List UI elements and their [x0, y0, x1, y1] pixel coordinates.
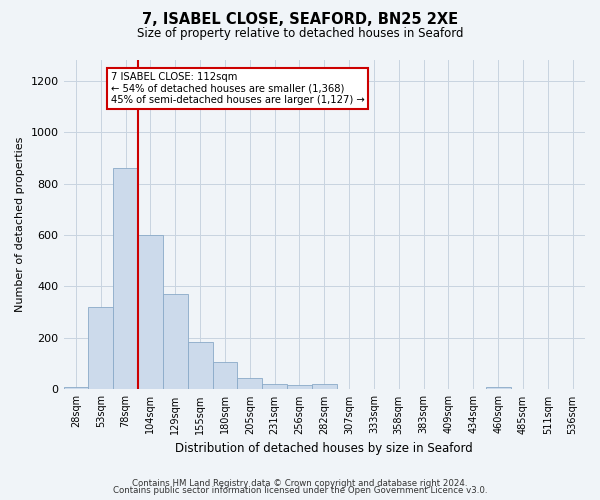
Bar — [287, 385, 312, 390]
X-axis label: Distribution of detached houses by size in Seaford: Distribution of detached houses by size … — [175, 442, 473, 455]
Bar — [262, 384, 287, 390]
Bar — [485, 388, 511, 390]
Bar — [138, 235, 163, 390]
Bar — [238, 378, 262, 390]
Bar — [163, 294, 188, 390]
Text: Contains HM Land Registry data © Crown copyright and database right 2024.: Contains HM Land Registry data © Crown c… — [132, 478, 468, 488]
Bar — [312, 384, 337, 390]
Bar — [64, 387, 88, 390]
Bar — [212, 362, 238, 390]
Bar — [113, 168, 138, 390]
Y-axis label: Number of detached properties: Number of detached properties — [15, 137, 25, 312]
Text: Size of property relative to detached houses in Seaford: Size of property relative to detached ho… — [137, 28, 463, 40]
Text: Contains public sector information licensed under the Open Government Licence v3: Contains public sector information licen… — [113, 486, 487, 495]
Text: 7 ISABEL CLOSE: 112sqm
← 54% of detached houses are smaller (1,368)
45% of semi-: 7 ISABEL CLOSE: 112sqm ← 54% of detached… — [111, 72, 364, 105]
Bar — [188, 342, 212, 390]
Text: 7, ISABEL CLOSE, SEAFORD, BN25 2XE: 7, ISABEL CLOSE, SEAFORD, BN25 2XE — [142, 12, 458, 28]
Bar — [88, 307, 113, 390]
